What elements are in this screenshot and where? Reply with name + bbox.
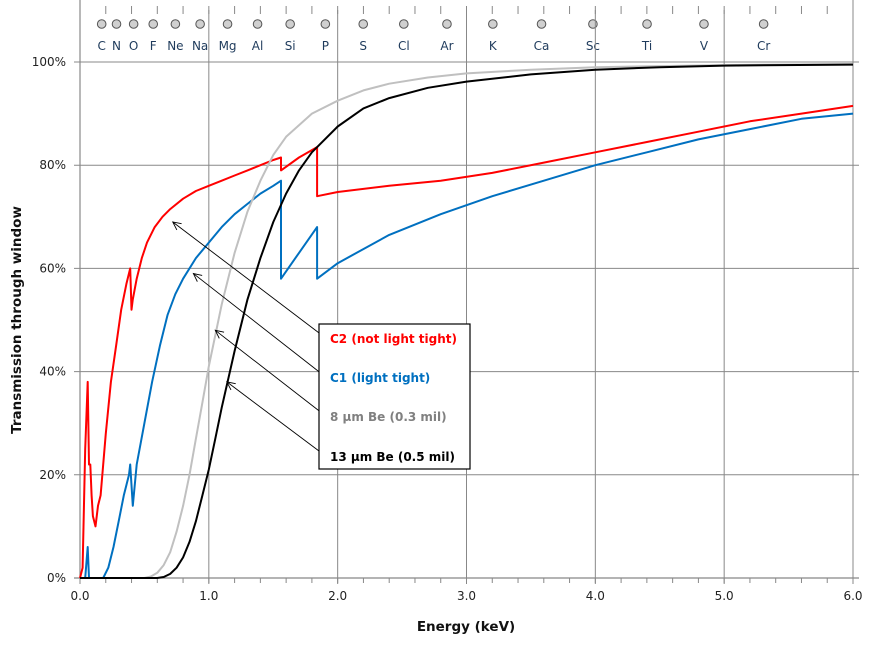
element-label-ar: Ar [440,39,453,53]
legend-arrow-head [214,329,225,339]
legend-arrow-head [226,381,236,391]
legend-entry-4: 13 µm Be (0.5 mil) [330,450,455,464]
series-lines [79,63,854,579]
element-label-ca: Ca [534,39,550,53]
legend-arrow-line [226,381,328,458]
element-marker-c [96,19,107,29]
legend-arrow-line [193,273,328,379]
element-label-ne: Ne [167,39,183,53]
element-marker-n [111,19,122,29]
y-tick-label: 60% [39,261,66,275]
legend-entry-1: C2 (not light tight) [330,332,457,346]
x-axis-title: Energy (keV) [417,619,515,635]
element-label-si: Si [285,39,296,53]
x-tick-label: 3.0 [457,589,476,603]
element-marker-ca [536,19,547,29]
legend-arrow-head [192,272,203,282]
x-tick-label: 4.0 [586,589,605,603]
grid-lines [74,10,859,584]
legend-arrows [171,221,328,458]
element-label-al: Al [252,39,264,53]
element-label-v: V [700,39,709,53]
y-tick-labels: 0% 20% 40% 60% 80% 100% [32,55,66,585]
legend-arrow-head [171,221,182,231]
element-label-n: N [112,39,121,53]
y-tick-label: 0% [47,571,66,585]
x-tick-label: 0.0 [70,589,89,603]
element-marker-s [358,19,369,29]
element-label-o: O [129,39,138,53]
series-line-2 [80,112,854,579]
legend-arrow-line [214,329,328,418]
element-label-cl: Cl [398,39,410,53]
element-label-na: Na [192,39,208,53]
element-label-p: P [322,39,329,53]
element-marker-al [252,19,263,29]
x-tick-label: 1.0 [199,589,218,603]
element-marker-mg [222,19,233,29]
x-tick-labels: 0.0 1.0 2.0 3.0 4.0 5.0 6.0 [70,589,862,603]
element-marker-ar [442,19,452,29]
element-label-f: F [150,39,157,53]
legend-entry-2: C1 (light tight) [330,371,430,385]
element-marker-si [285,19,295,29]
legend-box [318,323,471,470]
element-marker-v [699,19,709,29]
element-marker-k [488,19,498,29]
x-tick-label: 6.0 [843,589,862,603]
element-marker-f [148,19,159,29]
element-panel: C N O F Ne Na Mg Al Si P S Cl Ar K Ca Sc Ti V Cr [96,19,770,53]
element-label-mg: Mg [219,39,237,53]
element-marker-ti [642,19,652,29]
element-label-sc: Sc [586,39,600,53]
element-marker-o [128,19,139,29]
x-tick-label: 5.0 [715,589,734,603]
element-label-s: S [359,39,367,53]
legend-entry-3: 8 µm Be (0.3 mil) [330,410,447,424]
legend-arrow-line [172,221,328,340]
element-label-cr: Cr [757,39,770,53]
legend: C2 (not light tight) C1 (light tight) 8 µm… [318,323,471,470]
y-tick-label: 80% [39,158,66,172]
element-marker-p [320,19,331,29]
element-marker-sc [588,19,598,29]
element-marker-ne [170,19,181,29]
element-marker-cr [758,19,769,29]
axes [74,0,859,583]
y-tick-label: 40% [39,365,66,379]
series-line-3 [80,63,854,579]
series-line-1 [79,104,854,579]
element-label-ti: Ti [641,39,652,53]
element-marker-na [195,19,205,29]
element-marker-cl [399,19,409,29]
y-tick-label: 20% [39,468,66,482]
y-tick-label: 100% [32,55,66,69]
element-label-c: C [97,39,105,53]
series-line-4 [80,63,854,579]
y-axis-title: Transmission through window [9,206,25,434]
x-tick-label: 2.0 [328,589,347,603]
element-label-k: K [489,39,498,53]
